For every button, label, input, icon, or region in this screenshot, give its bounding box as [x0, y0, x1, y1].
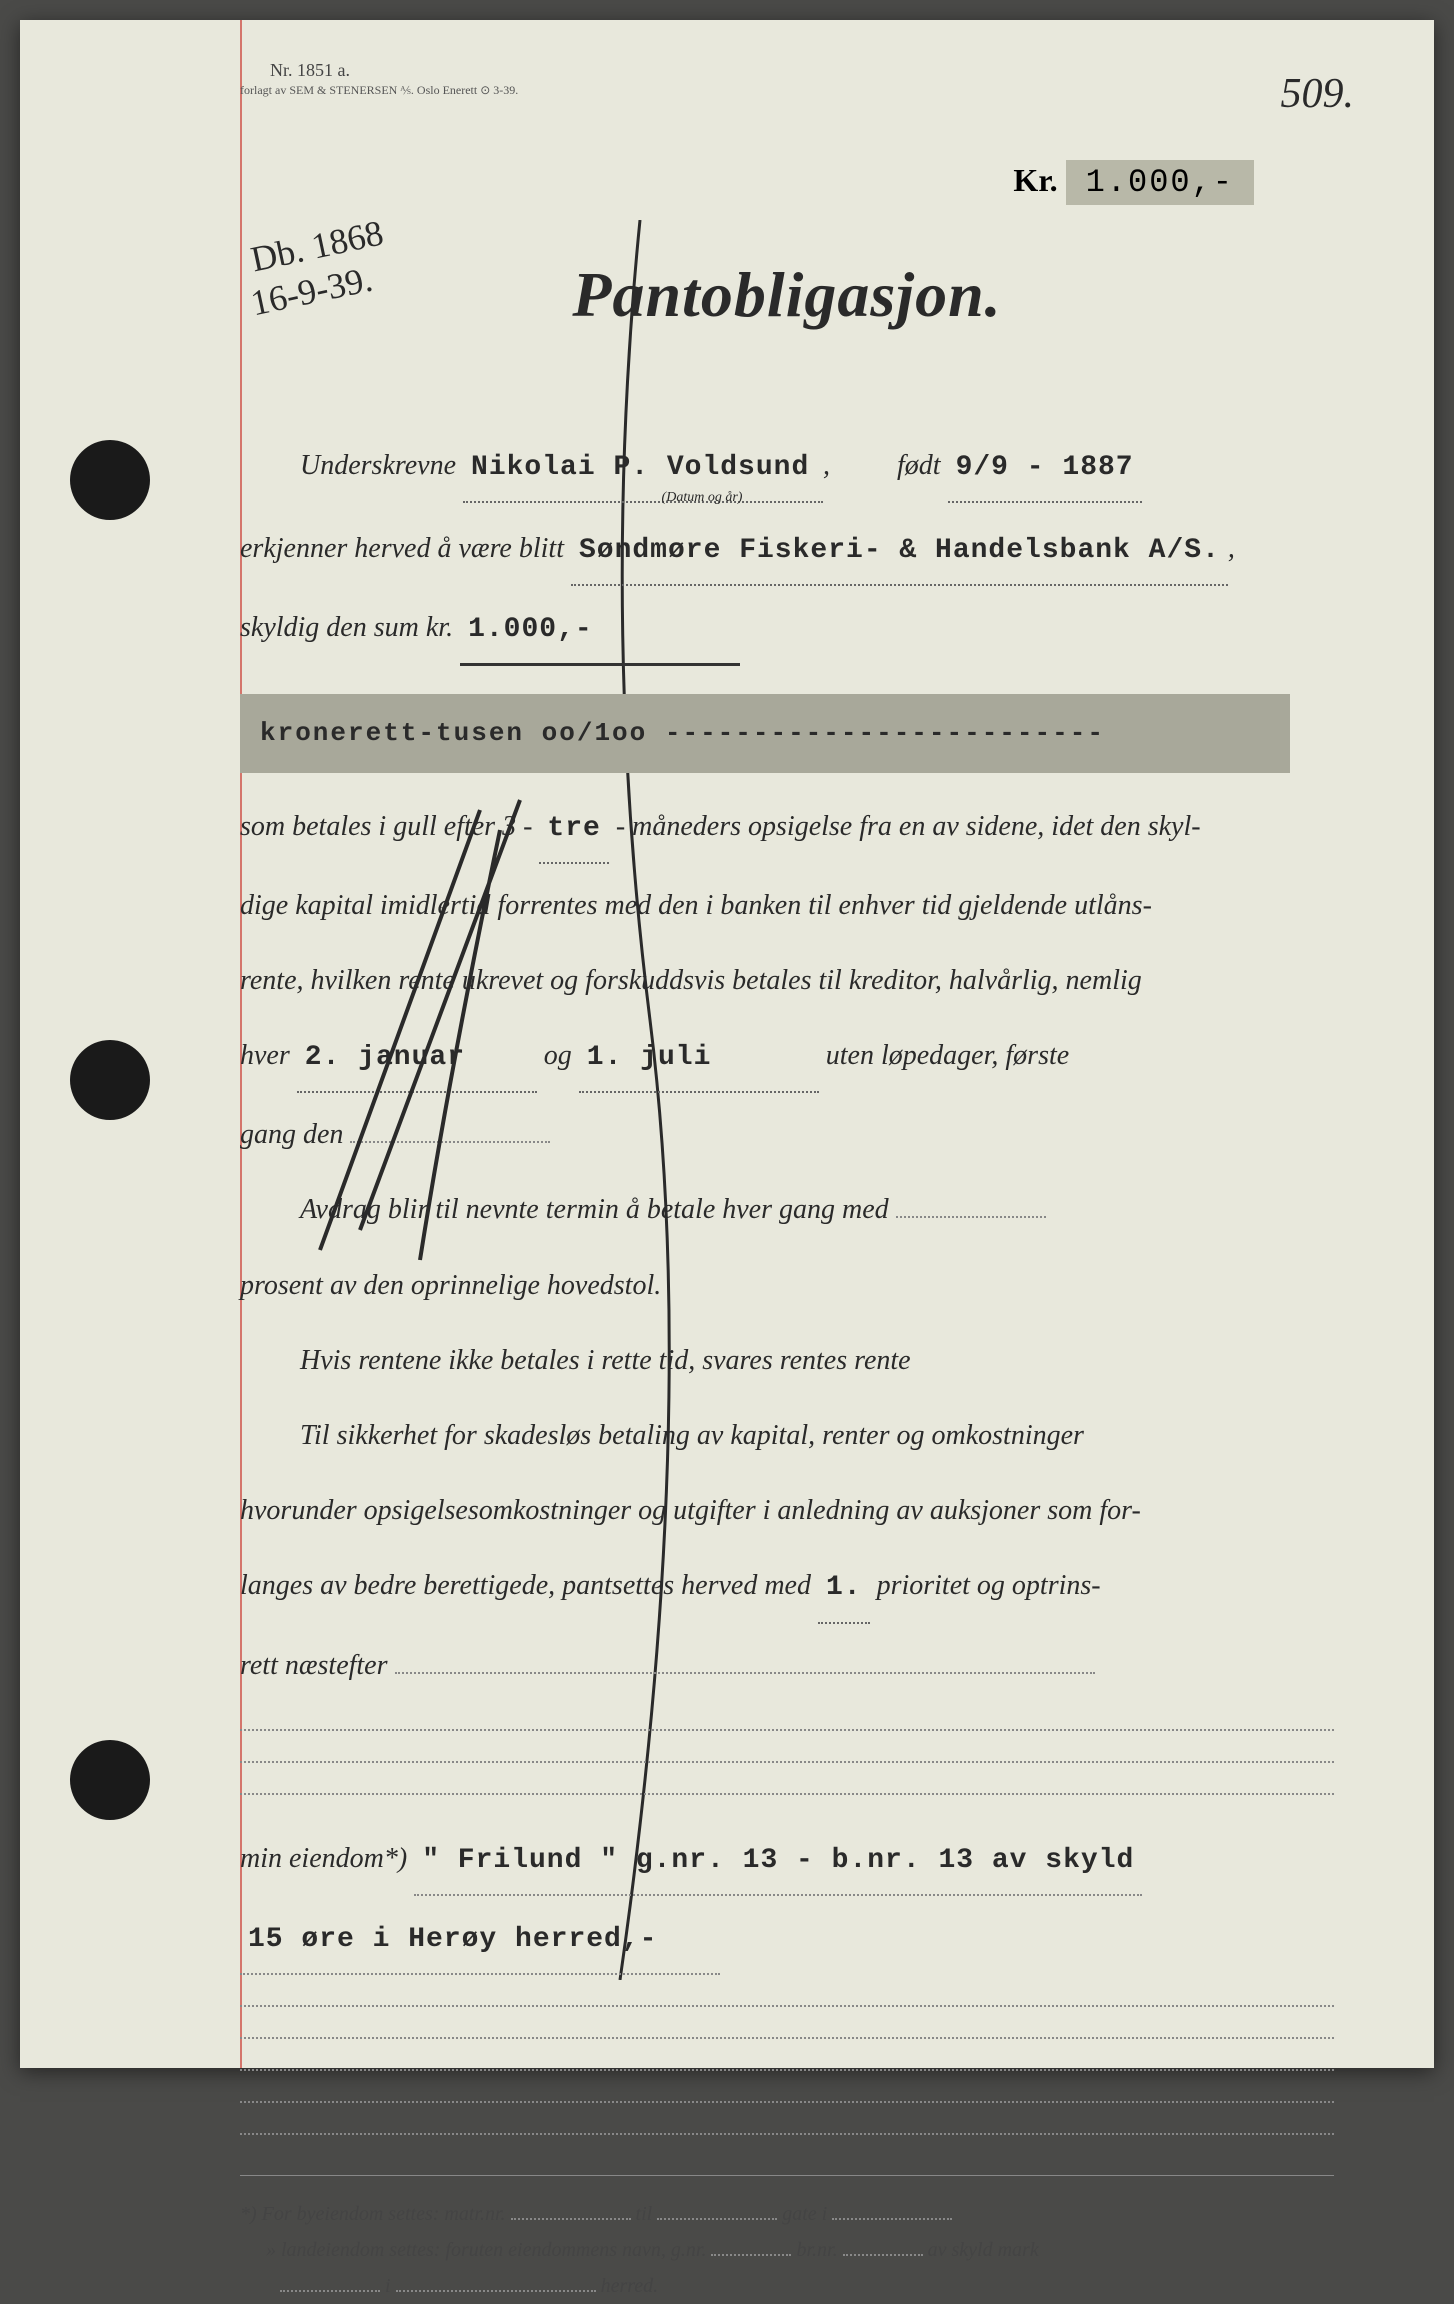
blank	[832, 2218, 952, 2220]
text: gang den	[240, 1119, 343, 1150]
dotted-rule	[240, 2037, 1334, 2039]
text: rett næstefter	[240, 1650, 388, 1681]
text: som betales i gull efter 3 -	[240, 811, 532, 842]
blank	[350, 1141, 550, 1143]
document-title: Pantobligasjon.	[200, 258, 1374, 332]
text: Hvis rentene ikke betales i rette tid, s…	[300, 1327, 1334, 1394]
document-page: 509. Nr. 1851 a. forlagt av SEM & STENER…	[20, 20, 1434, 2068]
birth-date: 9/9 - 1887	[948, 434, 1142, 503]
months: tre	[539, 795, 608, 864]
content-area: Nr. 1851 a. forlagt av SEM & STENERSEN ⅍…	[200, 60, 1374, 2304]
blank	[280, 2290, 380, 2292]
blank	[711, 2254, 791, 2256]
blank	[896, 1216, 1046, 1218]
form-number: Nr. 1851 a.	[270, 60, 1374, 81]
blank	[657, 2218, 777, 2220]
text: *) For byeiendom settes: matr.nr.	[240, 2203, 506, 2225]
text: prosent av den oprinnelige hovedstol.	[240, 1252, 1334, 1319]
date1: 2. januar	[297, 1024, 537, 1093]
text: uten løpedager, første	[826, 1040, 1069, 1071]
blank	[843, 2254, 923, 2256]
text: hvorunder opsigelsesomkostninger og utgi…	[240, 1477, 1334, 1544]
blank	[511, 2218, 631, 2220]
blank	[396, 2290, 596, 2292]
dotted-rule	[240, 1793, 1334, 1795]
text: gate i	[782, 2203, 827, 2225]
text: i	[385, 2275, 391, 2297]
body-text: Underskrevne Nikolai P. Voldsund, født 9…	[200, 432, 1374, 2304]
text: Til sikkerhet for skadesløs betaling av …	[300, 1402, 1334, 1469]
dotted-rule	[240, 1729, 1334, 1731]
label: og	[544, 1040, 572, 1071]
label: Underskrevne	[300, 450, 456, 481]
text: herred.	[601, 2275, 659, 2297]
debtor-name: Nikolai P. Voldsund	[463, 434, 823, 503]
text: skyldig den sum kr.	[240, 612, 453, 643]
amount-box: Kr. 1.000,-	[1013, 160, 1254, 205]
amount: 1.000,-	[460, 596, 740, 666]
footnote: *) For byeiendom settes: matr.nr. til ga…	[240, 2175, 1334, 2304]
kr-value: 1.000,-	[1066, 160, 1254, 205]
text: til	[636, 2203, 653, 2225]
label: hver	[240, 1040, 290, 1071]
creditor-name: Søndmøre Fiskeri- & Handelsbank A/S.	[571, 517, 1228, 586]
text: rente, hvilken rente ukrevet og forskudd…	[240, 947, 1334, 1014]
amount-words-bar: kronerett-tusen oo/1oo -----------------…	[240, 694, 1290, 772]
text: av skyld mark	[928, 2239, 1039, 2261]
punch-hole	[70, 440, 150, 520]
text: erkjenner herved å være blitt	[240, 533, 564, 564]
text: - måneders opsigelse fra en av sidene, i…	[616, 811, 1201, 842]
publisher-line: forlagt av SEM & STENERSEN ⅍. Oslo Enere…	[240, 83, 1374, 98]
blank	[395, 1672, 1095, 1674]
text: » landeiendom settes: foruten eiendommen…	[266, 2239, 706, 2261]
label: min eiendom*)	[240, 1843, 407, 1874]
dotted-rule	[240, 2101, 1334, 2103]
text: br.nr.	[796, 2239, 837, 2261]
label: født	[897, 450, 941, 481]
dotted-rule	[240, 2069, 1334, 2071]
punch-hole	[70, 1740, 150, 1820]
date2: 1. juli	[579, 1024, 819, 1093]
text: dige kapital imidlertid forrentes med de…	[240, 872, 1334, 939]
dotted-rule	[240, 2005, 1334, 2007]
text: prioritet og optrins-	[877, 1570, 1101, 1601]
property-2: 15 øre i Herøy herred,-	[240, 1906, 720, 1975]
text: langes av bedre berettigede, pantsettes …	[240, 1570, 811, 1601]
dotted-rule	[240, 1761, 1334, 1763]
punch-hole	[70, 1040, 150, 1120]
kr-label: Kr.	[1013, 162, 1057, 198]
property: " Frilund " g.nr. 13 - b.nr. 13 av skyld	[414, 1827, 1142, 1896]
dotted-rule	[240, 2133, 1334, 2135]
text: Avdrag blir til nevnte termin å betale h…	[300, 1194, 889, 1225]
priority: 1.	[818, 1554, 870, 1623]
